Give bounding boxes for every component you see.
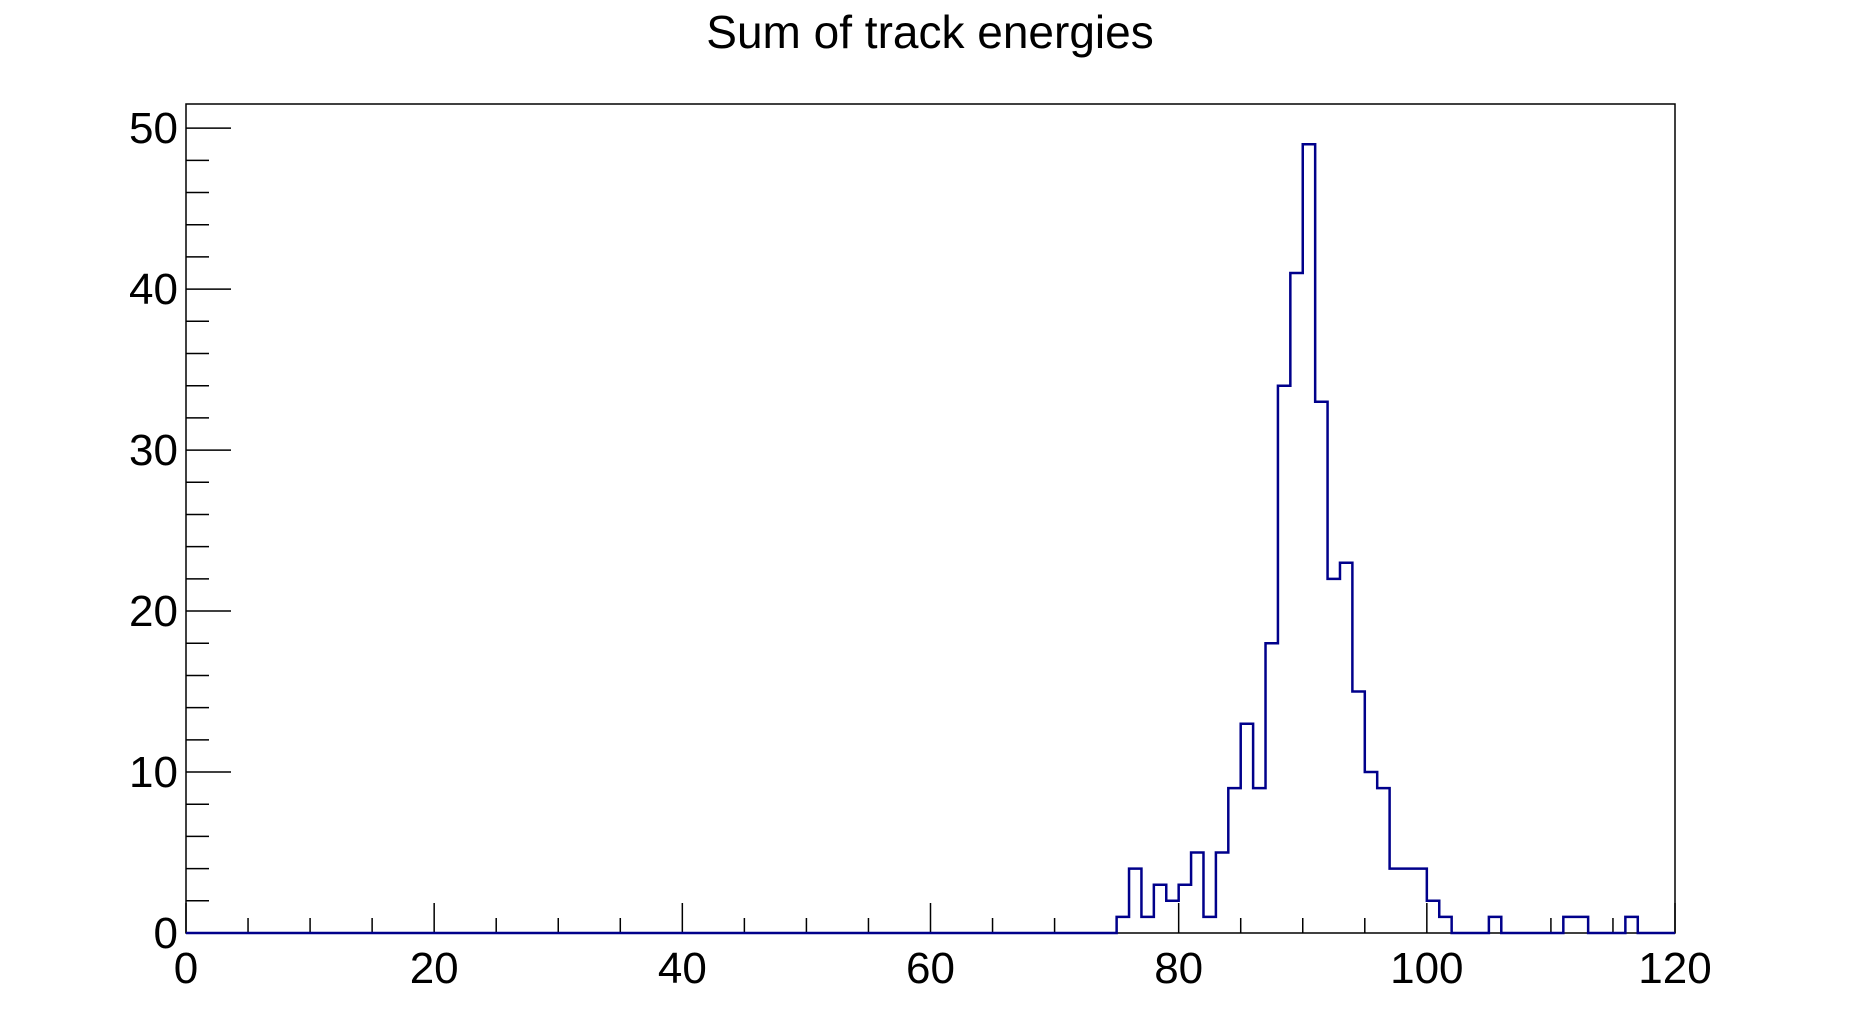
histogram-bin bbox=[1216, 853, 1228, 933]
histogram-bin bbox=[1266, 643, 1278, 933]
plot-frame bbox=[185, 103, 1676, 934]
histogram-bin bbox=[1179, 885, 1191, 933]
y-tick-label: 40 bbox=[129, 265, 178, 314]
histogram-outline bbox=[186, 142, 1675, 935]
axis-ticks bbox=[185, 127, 1676, 934]
histogram-bins bbox=[1117, 144, 1638, 933]
histogram-bin bbox=[1427, 901, 1439, 933]
y-tick-label: 0 bbox=[154, 909, 178, 958]
histogram-bin bbox=[1390, 869, 1402, 933]
histogram-bin bbox=[1303, 144, 1315, 933]
histogram-bin bbox=[1228, 788, 1240, 933]
histogram-bin bbox=[1166, 901, 1178, 933]
x-tick-label: 120 bbox=[1638, 944, 1711, 993]
histogram-bin bbox=[1414, 869, 1426, 933]
histogram-bin bbox=[1563, 917, 1575, 933]
histogram-bin bbox=[1241, 724, 1253, 933]
histogram-bin bbox=[1365, 772, 1377, 933]
histogram-bin bbox=[1439, 917, 1451, 933]
histogram-bin bbox=[1290, 273, 1302, 933]
x-tick-label: 40 bbox=[658, 944, 707, 993]
histogram-bin bbox=[1117, 917, 1129, 933]
x-tick-label: 0 bbox=[174, 944, 198, 993]
histogram-bin bbox=[1154, 885, 1166, 933]
y-tick-label: 10 bbox=[129, 748, 178, 797]
chart-title: Sum of track energies bbox=[706, 6, 1153, 58]
histogram-bin bbox=[1352, 692, 1364, 933]
histogram-bin bbox=[1203, 917, 1215, 933]
histogram-bin bbox=[1625, 917, 1637, 933]
histogram-bin bbox=[1141, 917, 1153, 933]
histogram-bin bbox=[1489, 917, 1501, 933]
axis-tick-labels: 0 20 40 60 80 100 120 0 10 20 30 40 50 bbox=[129, 104, 1712, 993]
x-tick-label: 100 bbox=[1390, 944, 1463, 993]
histogram-bin bbox=[1328, 579, 1340, 933]
histogram-bin bbox=[1315, 402, 1327, 933]
y-tick-label: 50 bbox=[129, 104, 178, 153]
y-tick-label: 30 bbox=[129, 426, 178, 475]
histogram-bin bbox=[1278, 386, 1290, 933]
x-tick-label: 20 bbox=[410, 944, 459, 993]
histogram-bin bbox=[1191, 853, 1203, 933]
histogram-bin bbox=[1402, 869, 1414, 933]
x-tick-label: 80 bbox=[1154, 944, 1203, 993]
histogram-bin bbox=[1129, 869, 1141, 933]
y-tick-label: 20 bbox=[129, 587, 178, 636]
histogram-bin bbox=[1377, 788, 1389, 933]
histogram-bin bbox=[1340, 563, 1352, 933]
x-tick-label: 60 bbox=[906, 944, 955, 993]
histogram-bin bbox=[1576, 917, 1588, 933]
histogram-bin bbox=[1253, 788, 1265, 933]
